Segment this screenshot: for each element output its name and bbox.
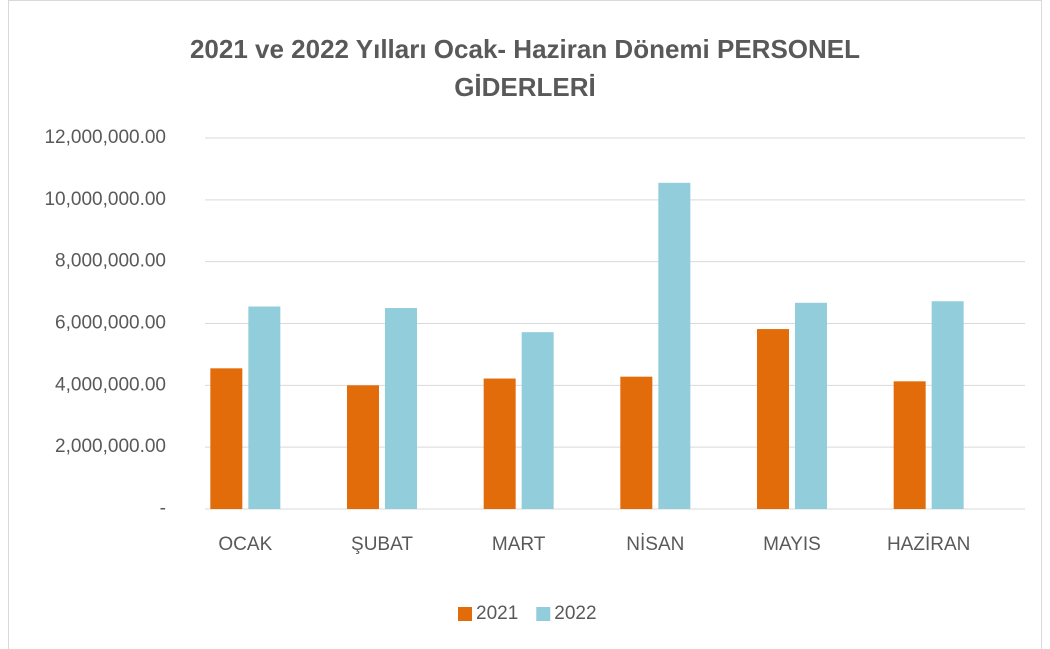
y-tick-label: 12,000,000.00 xyxy=(44,127,166,148)
bar xyxy=(893,381,926,509)
bar xyxy=(658,182,691,509)
y-tick-label: 6,000,000.00 xyxy=(55,313,166,334)
x-tick-label: MART xyxy=(492,534,546,555)
bar xyxy=(385,308,417,509)
legend-swatch xyxy=(458,607,472,621)
chart-title: 2021 ve 2022 Yılları Ocak- Haziran Dönem… xyxy=(189,34,861,102)
bar xyxy=(620,376,653,509)
legend-swatch xyxy=(536,607,551,621)
y-tick-label: 2,000,000.00 xyxy=(55,436,166,457)
legend-label: 2022 xyxy=(554,603,596,624)
bar xyxy=(757,329,789,509)
x-tick-label: NİSAN xyxy=(626,534,684,555)
bar xyxy=(483,378,516,509)
y-tick-label: - xyxy=(160,498,166,519)
y-tick-label: 4,000,000.00 xyxy=(55,374,166,395)
y-tick-label: 8,000,000.00 xyxy=(55,251,166,272)
x-tick-label: HAZİRAN xyxy=(887,534,970,555)
bar xyxy=(248,306,281,509)
x-tick-label: MAYIS xyxy=(763,534,821,555)
bar xyxy=(521,332,554,509)
chart-border xyxy=(8,0,1042,649)
legend-label: 2021 xyxy=(476,603,518,624)
bar xyxy=(931,301,964,509)
bar xyxy=(795,302,827,509)
x-tick-label: OCAK xyxy=(218,534,272,555)
bar xyxy=(210,368,243,509)
x-tick-label: ŞUBAT xyxy=(351,534,413,555)
bar xyxy=(347,385,379,509)
y-tick-label: 10,000,000.00 xyxy=(44,189,166,210)
